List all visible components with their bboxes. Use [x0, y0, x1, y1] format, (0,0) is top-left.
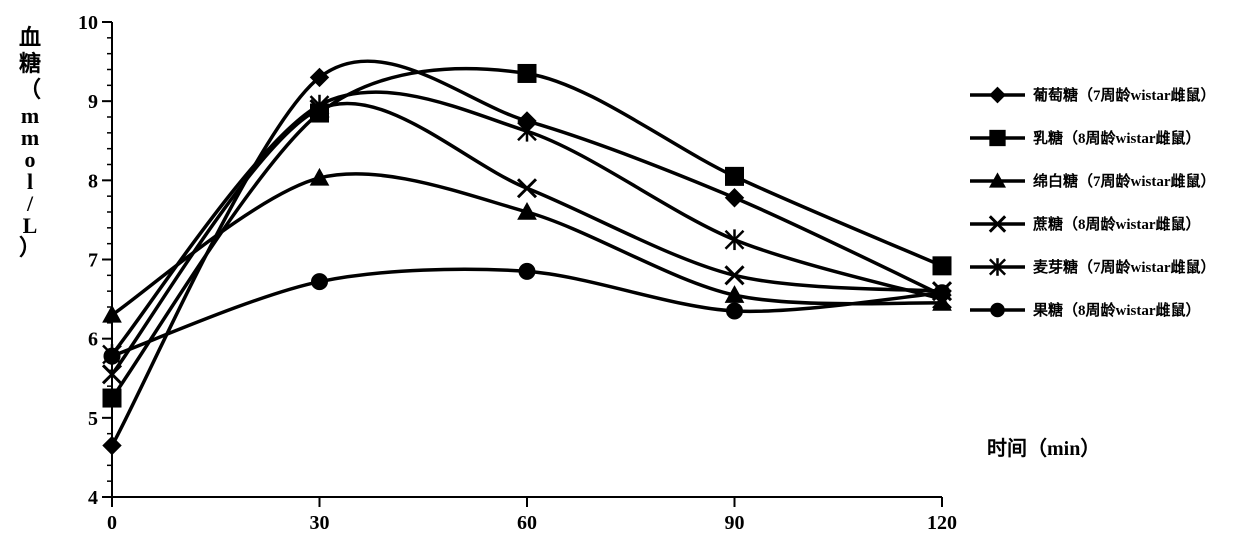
x-tick-label: 60	[517, 512, 537, 534]
x-tick-label: 30	[310, 512, 330, 534]
y-tick-label: 7	[88, 250, 98, 272]
y-axis-label-char: 糖	[19, 51, 41, 76]
legend-item-label: 蔗糖（8周龄wistar雌鼠）	[1032, 215, 1201, 233]
legend-item-label: 麦芽糖（7周龄wistar雌鼠）	[1033, 258, 1216, 276]
legend-item-label: 葡萄糖（7周龄wistar雌鼠）	[1032, 86, 1216, 104]
x-tick-label: 120	[927, 512, 957, 534]
y-tick-label: 6	[88, 329, 98, 351]
x-axis-label: 时间（min）	[987, 437, 1100, 460]
legend-item-label: 绵白糖（7周龄wistar雌鼠）	[1033, 172, 1216, 190]
y-tick-label: 10	[78, 12, 98, 34]
y-tick-label: 9	[88, 91, 98, 113]
y-axis-label-char: （	[19, 77, 41, 102]
y-axis-label-char: 血	[19, 25, 41, 50]
blood-sugar-line-chart: 456789100306090120血糖（mmol/L）时间（min）葡萄糖（7…	[0, 0, 1240, 542]
x-tick-label: 90	[725, 512, 745, 534]
legend-item-label: 乳糖（8周龄wistar雌鼠）	[1033, 129, 1201, 147]
y-tick-label: 5	[88, 408, 98, 430]
legend-item-label: 果糖（8周龄wistar雌鼠）	[1032, 301, 1201, 319]
chart-container: 456789100306090120血糖（mmol/L）时间（min）葡萄糖（7…	[0, 0, 1240, 542]
y-axis-label-char: ）	[19, 235, 41, 260]
y-tick-label: 4	[88, 487, 98, 509]
y-tick-label: 8	[88, 170, 98, 192]
x-tick-label: 0	[107, 512, 117, 534]
